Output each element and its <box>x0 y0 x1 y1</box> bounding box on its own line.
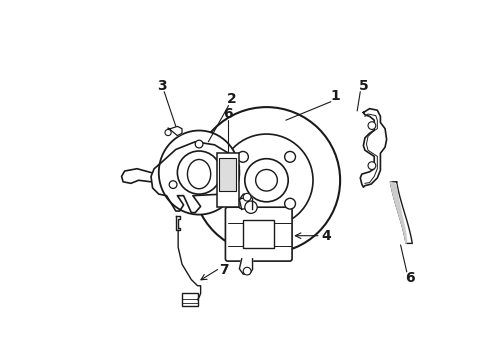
Text: 2: 2 <box>226 92 236 105</box>
Bar <box>243 220 274 248</box>
Polygon shape <box>151 142 239 213</box>
FancyBboxPatch shape <box>225 207 291 261</box>
Polygon shape <box>239 259 252 274</box>
Circle shape <box>237 152 248 162</box>
Bar <box>182 293 197 306</box>
Text: 5: 5 <box>358 78 367 93</box>
Text: 3: 3 <box>157 78 166 93</box>
Circle shape <box>164 130 171 136</box>
Circle shape <box>244 159 287 202</box>
Text: 1: 1 <box>330 89 340 103</box>
Ellipse shape <box>187 159 210 189</box>
Circle shape <box>177 151 220 194</box>
Text: 6: 6 <box>404 271 414 285</box>
Polygon shape <box>389 182 406 243</box>
Circle shape <box>237 198 248 209</box>
Circle shape <box>195 140 203 148</box>
Text: 7: 7 <box>219 264 228 277</box>
Circle shape <box>284 198 295 209</box>
Ellipse shape <box>159 131 239 215</box>
Circle shape <box>367 122 375 130</box>
Circle shape <box>244 201 257 213</box>
Polygon shape <box>176 216 180 230</box>
Polygon shape <box>168 126 182 136</box>
Circle shape <box>169 181 177 188</box>
Bar <box>217 153 238 207</box>
Circle shape <box>243 267 250 275</box>
Polygon shape <box>122 169 151 183</box>
Bar <box>219 158 236 191</box>
Circle shape <box>221 181 228 188</box>
Circle shape <box>367 162 375 170</box>
Polygon shape <box>389 182 411 243</box>
Polygon shape <box>239 194 252 210</box>
Text: 4: 4 <box>321 229 330 243</box>
Text: 6: 6 <box>223 107 232 121</box>
Circle shape <box>243 193 250 201</box>
Polygon shape <box>360 109 386 187</box>
Circle shape <box>255 170 277 191</box>
Circle shape <box>284 152 295 162</box>
